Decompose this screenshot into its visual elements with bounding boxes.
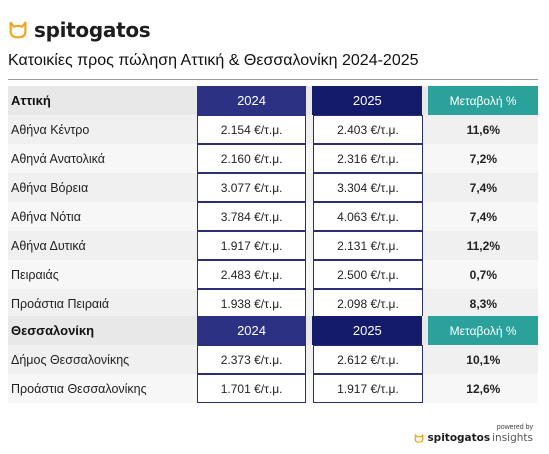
powered-by-label: powered by xyxy=(496,424,533,431)
price-2024: 2.373 €/τ.μ. xyxy=(196,345,307,374)
price-2025: 2.403 €/τ.μ. xyxy=(313,115,423,144)
year-2024-header: 2024 xyxy=(196,86,307,115)
price-2025: 1.917 €/τ.μ. xyxy=(313,374,423,403)
price-2024: 1.701 €/τ.μ. xyxy=(196,374,307,403)
price-2024: 3.784 €/τ.μ. xyxy=(196,202,307,231)
year-2025-header: 2025 xyxy=(312,316,423,345)
table-row: Αθήνα Κέντρο 2.154 €/τ.μ. 2.403 €/τ.μ. 1… xyxy=(8,115,538,144)
logo-text: spitogatos xyxy=(34,18,151,42)
page-title: Κατοικίες προς πώληση Αττική & Θεσσαλονί… xyxy=(8,52,419,69)
region-heading: Θεσσαλονίκη xyxy=(11,323,95,338)
price-2024: 2.160 €/τ.μ. xyxy=(196,144,307,173)
year-2025-header: 2025 xyxy=(312,86,423,115)
price-2024: 2.483 €/τ.μ. xyxy=(196,260,307,289)
table-header: Θεσσαλονίκη 2024 2025 Μεταβολή % xyxy=(8,316,539,345)
footer-branding: powered by spitogatos insights xyxy=(414,424,533,444)
cat-icon xyxy=(9,21,27,39)
table-row: Αθηνά Ανατολικά 2.160 €/τ.μ. 2.316 €/τ.μ… xyxy=(8,144,538,173)
area-name: Προάστια Θεσσαλονίκης xyxy=(11,381,147,396)
change-value: 10,1% xyxy=(466,352,501,367)
area-name: Αθήνα Δυτικά xyxy=(11,238,86,253)
price-2024: 2.154 €/τ.μ. xyxy=(196,115,307,144)
footer-brand: spitogatos xyxy=(427,432,491,444)
price-2025: 2.500 €/τ.μ. xyxy=(313,260,423,289)
table-row: Δήμος Θεσσαλονίκης 2.373 €/τ.μ. 2.612 €/… xyxy=(8,345,538,374)
price-2025: 3.304 €/τ.μ. xyxy=(313,173,423,202)
change-value: 0,7% xyxy=(469,267,497,282)
change-value: 7,4% xyxy=(469,209,497,224)
title-divider xyxy=(8,79,538,80)
area-name: Αθήνα Νότια xyxy=(11,209,81,224)
footer-logo: spitogatos insights xyxy=(414,432,533,444)
table-row: Προάστια Θεσσαλονίκης 1.701 €/τ.μ. 1.917… xyxy=(8,374,538,403)
table-row: Προάστια Πειραιά 1.938 €/τ.μ. 2.098 €/τ.… xyxy=(8,289,538,318)
price-2025: 2.316 €/τ.μ. xyxy=(313,144,423,173)
price-2025: 4.063 €/τ.μ. xyxy=(313,202,423,231)
table-row: Αθήνα Νότια 3.784 €/τ.μ. 4.063 €/τ.μ. 7,… xyxy=(8,202,538,231)
brand-logo: spitogatos xyxy=(8,18,151,42)
price-2024: 1.938 €/τ.μ. xyxy=(196,289,307,318)
area-name: Αθηνά Ανατολικά xyxy=(11,151,105,166)
area-name: Αθήνα Κέντρο xyxy=(11,122,90,137)
table-row: Πειραιάς 2.483 €/τ.μ. 2.500 €/τ.μ. 0,7% xyxy=(8,260,538,289)
price-2025: 2.131 €/τ.μ. xyxy=(313,231,423,260)
area-name: Αθήνα Βόρεια xyxy=(11,180,89,195)
table-row: Αθήνα Δυτικά 1.917 €/τ.μ. 2.131 €/τ.μ. 1… xyxy=(8,231,538,260)
footer-suffix: insights xyxy=(492,432,533,444)
change-value: 7,2% xyxy=(469,151,497,166)
attica-table: Αττική 2024 2025 Μεταβολή % Αθήνα Κέντρο… xyxy=(8,86,539,318)
region-heading: Αττική xyxy=(11,93,51,108)
change-value: 8,3% xyxy=(469,296,497,311)
price-2024: 1.917 €/τ.μ. xyxy=(196,231,307,260)
table-row: Αθήνα Βόρεια 3.077 €/τ.μ. 3.304 €/τ.μ. 7… xyxy=(8,173,538,202)
year-2024-header: 2024 xyxy=(196,316,307,345)
area-name: Πειραιάς xyxy=(11,267,59,282)
price-2024: 3.077 €/τ.μ. xyxy=(196,173,307,202)
area-name: Δήμος Θεσσαλονίκης xyxy=(11,352,130,367)
price-2025: 2.612 €/τ.μ. xyxy=(313,345,423,374)
change-value: 12,6% xyxy=(466,381,501,396)
table-header: Αττική 2024 2025 Μεταβολή % xyxy=(8,86,539,115)
thessaloniki-table: Θεσσαλονίκη 2024 2025 Μεταβολή % Δήμος Θ… xyxy=(8,316,539,403)
price-2025: 2.098 €/τ.μ. xyxy=(313,289,423,318)
change-header: Μεταβολή % xyxy=(428,316,539,345)
area-name: Προάστια Πειραιά xyxy=(11,296,110,311)
change-value: 7,4% xyxy=(469,180,497,195)
change-header: Μεταβολή % xyxy=(428,86,539,115)
change-value: 11,2% xyxy=(466,238,500,253)
cat-icon xyxy=(415,433,424,443)
change-value: 11,6% xyxy=(466,122,500,137)
